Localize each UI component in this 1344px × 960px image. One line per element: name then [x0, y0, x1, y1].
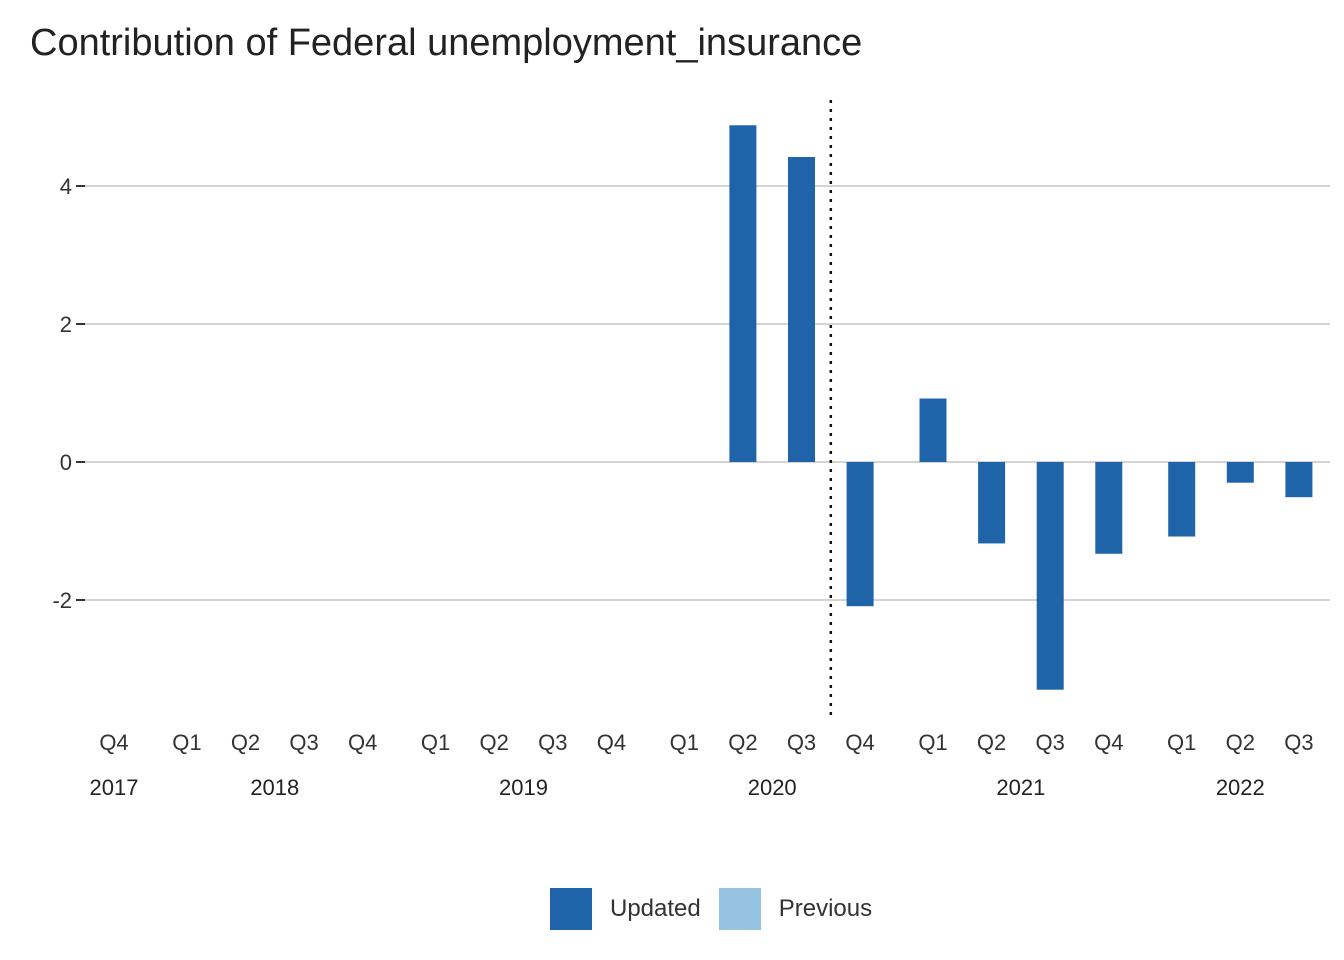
year-label-2021: 2021: [996, 775, 1045, 800]
x-tick-label-7: Q3: [538, 730, 567, 755]
bar-updated-15: [1036, 462, 1064, 690]
x-tick-label-14: Q2: [977, 730, 1006, 755]
x-tick-label-1: Q1: [172, 730, 201, 755]
legend-item-previous: Previous: [718, 888, 873, 930]
x-tick-label-16: Q4: [1094, 730, 1123, 755]
bar-updated-11: [788, 157, 815, 462]
x-tick-label-12: Q4: [845, 730, 874, 755]
x-tick-label-6: Q2: [480, 730, 509, 755]
legend: Updated Previous: [550, 888, 890, 930]
year-label-2017: 2017: [90, 775, 139, 800]
legend-swatch-updated: [550, 888, 592, 930]
legend-label-previous: Previous: [778, 895, 873, 922]
y-tick-label-2: 2: [60, 312, 72, 337]
x-tick-label-9: Q1: [670, 730, 699, 755]
bar-updated-16: [1095, 462, 1123, 554]
legend-label-updated: Updated: [610, 895, 701, 922]
x-tick-label-3: Q3: [289, 730, 318, 755]
x-tick-label-11: Q3: [787, 730, 816, 755]
bar-updated-19: [1285, 462, 1313, 498]
x-tick-label-13: Q1: [918, 730, 947, 755]
x-tick-label-8: Q4: [597, 730, 626, 755]
x-tick-label-0: Q4: [99, 730, 128, 755]
bar-updated-13: [919, 398, 947, 462]
x-tick-label-10: Q2: [728, 730, 757, 755]
y-tick-label-0: -2: [52, 588, 72, 613]
year-label-2019: 2019: [499, 775, 548, 800]
bar-updated-17: [1168, 462, 1196, 537]
x-tick-label-17: Q1: [1167, 730, 1196, 755]
y-tick-label-1: 0: [60, 450, 72, 475]
bar-updated-14: [978, 462, 1006, 544]
x-tick-label-4: Q4: [348, 730, 377, 755]
legend-item-updated: Updated: [550, 888, 701, 930]
x-tick-label-5: Q1: [421, 730, 450, 755]
year-label-2022: 2022: [1216, 775, 1265, 800]
year-label-2020: 2020: [748, 775, 797, 800]
x-tick-label-2: Q2: [231, 730, 260, 755]
chart-title: Contribution of Federal unemployment_ins…: [30, 22, 863, 64]
bar-updated-10: [729, 125, 757, 462]
year-label-2018: 2018: [250, 775, 299, 800]
bar-updated-12: [846, 462, 874, 607]
legend-swatch-previous: [718, 888, 761, 930]
x-tick-label-19: Q3: [1284, 730, 1313, 755]
y-tick-label-3: 4: [60, 174, 72, 199]
bar-updated-18: [1226, 462, 1254, 483]
x-tick-label-18: Q2: [1226, 730, 1255, 755]
x-tick-label-15: Q3: [1036, 730, 1065, 755]
